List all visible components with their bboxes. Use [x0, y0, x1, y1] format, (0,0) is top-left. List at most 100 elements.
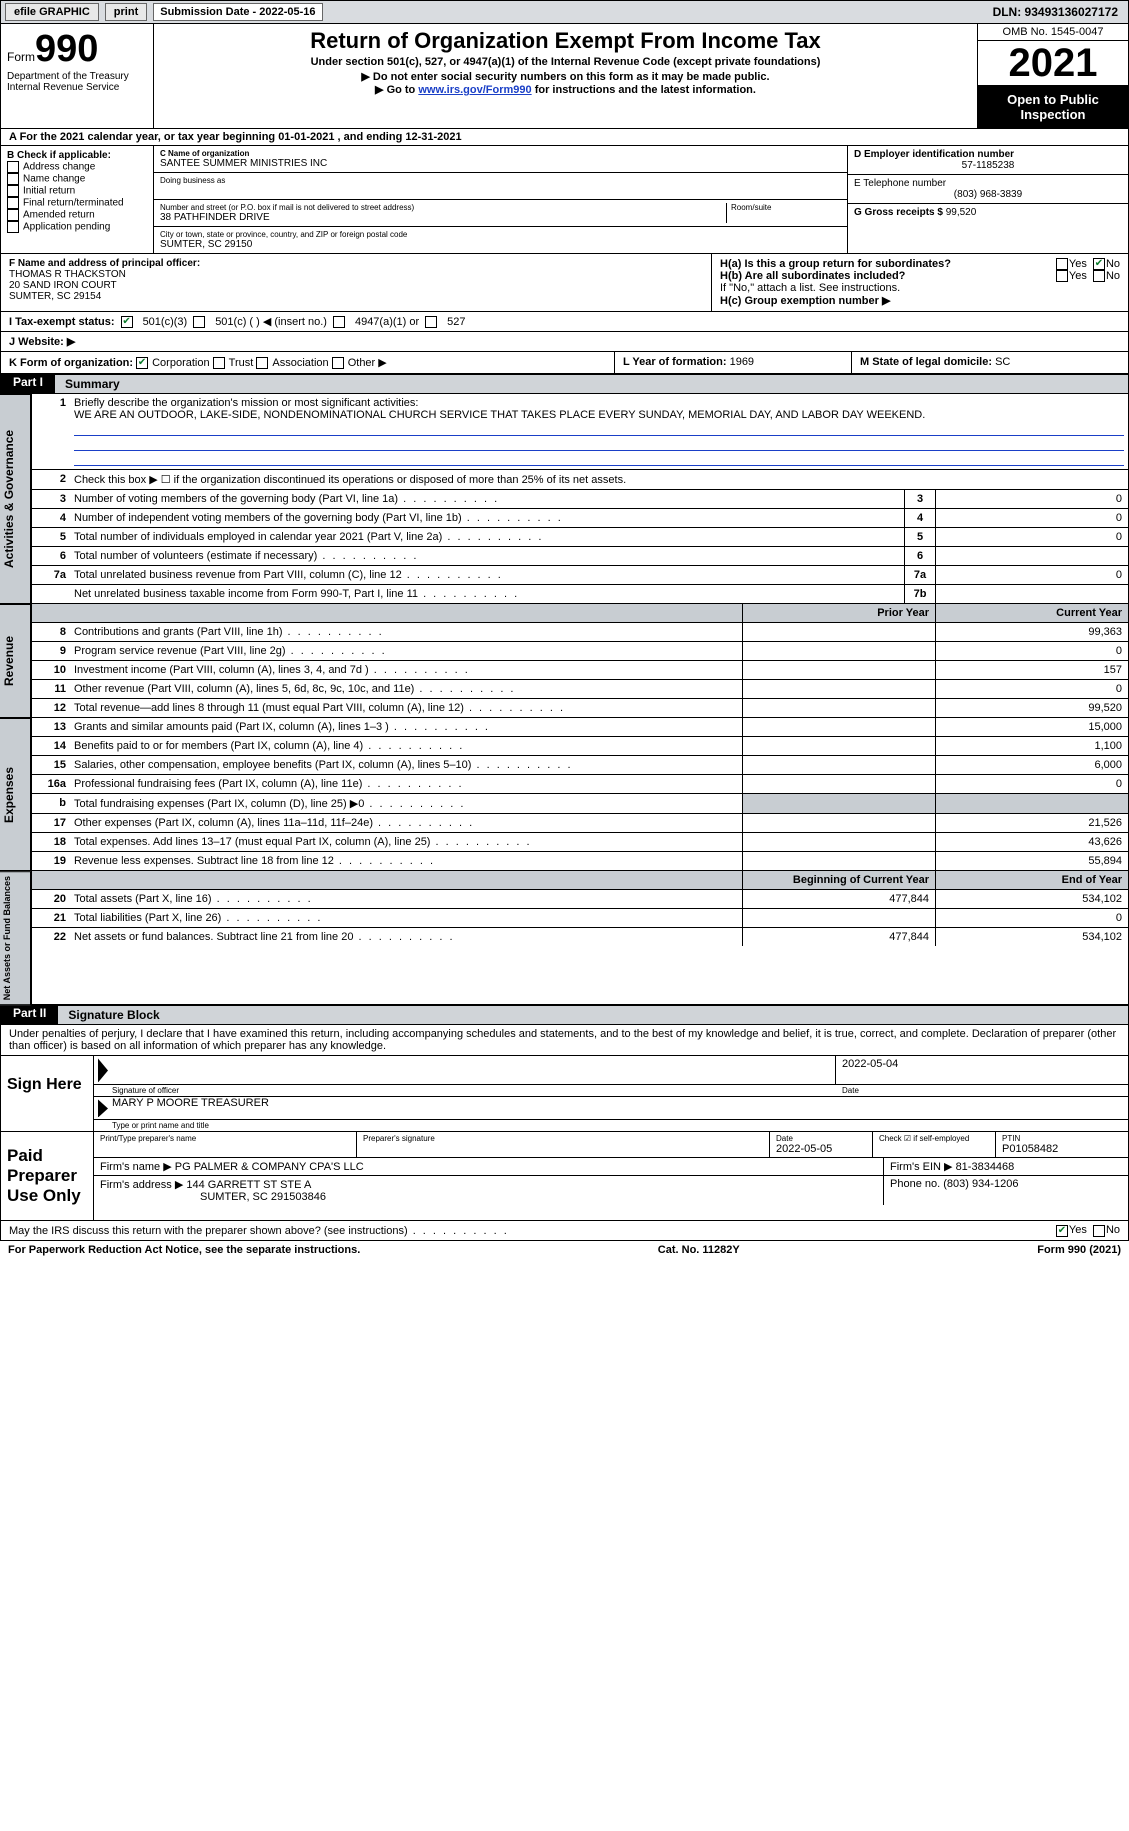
opt-other: Other ▶ — [348, 357, 387, 369]
hb-no: No — [1106, 270, 1120, 282]
cb-hb-yes[interactable] — [1056, 270, 1068, 282]
cb-corporation[interactable] — [136, 357, 148, 369]
cb-initial-return[interactable] — [7, 185, 19, 197]
section-i-label: I Tax-exempt status: — [9, 316, 115, 328]
tax-year: 2021 — [978, 41, 1128, 85]
prep-date-label: Date — [776, 1134, 866, 1143]
form-subtitle: Under section 501(c), 527, or 4947(a)(1)… — [162, 56, 969, 68]
name-arrow-icon — [98, 1099, 108, 1117]
phone-label: E Telephone number — [854, 178, 1122, 189]
form-title: Return of Organization Exempt From Incom… — [162, 28, 969, 54]
cb-app-pending[interactable] — [7, 221, 19, 233]
financial-row: 12Total revenue—add lines 8 through 11 (… — [32, 699, 1128, 717]
dln-label: DLN: 93493136027172 — [993, 5, 1124, 19]
cb-ha-no[interactable] — [1093, 258, 1105, 270]
cb-501c3[interactable] — [121, 316, 133, 328]
website-row: J Website: ▶ — [0, 332, 1129, 352]
financial-row: 19Revenue less expenses. Subtract line 1… — [32, 852, 1128, 870]
ssn-note: ▶ Do not enter social security numbers o… — [162, 70, 969, 83]
efile-button[interactable]: efile GRAPHIC — [5, 3, 99, 21]
cb-hb-no[interactable] — [1093, 270, 1105, 282]
opt-527: 527 — [447, 316, 465, 328]
netassets-block: Net Assets or Fund Balances Beginning of… — [0, 871, 1129, 1005]
form-ref: Form 990 (2021) — [1037, 1244, 1121, 1256]
hb-note: If "No," attach a list. See instructions… — [720, 282, 1120, 294]
print-button[interactable]: print — [105, 3, 147, 21]
l2-text: Check this box ▶ ☐ if the organization d… — [70, 470, 1128, 489]
cb-other[interactable] — [332, 357, 344, 369]
city-state-zip: SUMTER, SC 29150 — [160, 239, 841, 250]
ein-value: 57-1185238 — [854, 160, 1122, 171]
form-header: Form990 Department of the Treasury Inter… — [0, 24, 1129, 129]
firm-name-label: Firm's name ▶ — [100, 1161, 172, 1173]
summary-row: 3Number of voting members of the governi… — [32, 490, 1128, 509]
firm-ein-label: Firm's EIN ▶ — [890, 1161, 953, 1173]
year-formation-label: L Year of formation: — [623, 356, 727, 368]
irs-label: Internal Revenue Service — [7, 82, 147, 93]
hc-label: H(c) Group exemption number ▶ — [720, 294, 1120, 307]
ha-label: H(a) Is this a group return for subordin… — [720, 258, 1053, 270]
firm-phone: (803) 934-1206 — [943, 1178, 1018, 1190]
domicile-label: M State of legal domicile: — [860, 356, 992, 368]
cb-discuss-yes[interactable] — [1056, 1225, 1068, 1237]
officer-addr1: 20 SAND IRON COURT — [9, 280, 703, 291]
hb-yes: Yes — [1069, 270, 1087, 282]
cb-amended[interactable] — [7, 209, 19, 221]
year-formation-value: 1969 — [730, 356, 754, 368]
form-org-row: K Form of organization: Corporation Trus… — [0, 352, 1129, 374]
submission-date: Submission Date - 2022-05-16 — [153, 3, 322, 21]
opt-4947: 4947(a)(1) or — [355, 316, 419, 328]
hdr-end-year: End of Year — [935, 871, 1128, 889]
cb-name-change[interactable] — [7, 173, 19, 185]
section-k-label: K Form of organization: — [9, 357, 133, 369]
cb-ha-yes[interactable] — [1056, 258, 1068, 270]
opt-assoc: Association — [272, 357, 328, 369]
hdr-current-year: Current Year — [935, 604, 1128, 622]
part1-label: Part I — [1, 375, 55, 393]
prep-date: 2022-05-05 — [776, 1143, 866, 1155]
hdr-prior-year: Prior Year — [742, 604, 935, 622]
section-j-label: J Website: ▶ — [9, 335, 75, 348]
financial-row: 13Grants and similar amounts paid (Part … — [32, 718, 1128, 737]
page-footer: For Paperwork Reduction Act Notice, see … — [0, 1241, 1129, 1259]
financial-row: 8Contributions and grants (Part VIII, li… — [32, 623, 1128, 642]
sign-here-block: Sign Here 2022-05-04 Signature of office… — [0, 1056, 1129, 1132]
summary-row: 6Total number of volunteers (estimate if… — [32, 547, 1128, 566]
expenses-block: Expenses 13Grants and similar amounts pa… — [0, 718, 1129, 871]
dept-label: Department of the Treasury — [7, 71, 147, 82]
perjury-declaration: Under penalties of perjury, I declare th… — [0, 1025, 1129, 1056]
domicile-value: SC — [995, 356, 1010, 368]
form-word: Form — [7, 50, 35, 64]
opt-initial-return: Initial return — [23, 186, 75, 197]
street-address: 38 PATHFINDER DRIVE — [160, 212, 726, 223]
open-to-public: Open to Public Inspection — [978, 85, 1128, 128]
prep-name-label: Print/Type preparer's name — [100, 1134, 350, 1143]
sign-here-label: Sign Here — [1, 1056, 94, 1131]
cb-4947[interactable] — [333, 316, 345, 328]
firm-addr-label: Firm's address ▶ — [100, 1179, 183, 1191]
ptin-value: P01058482 — [1002, 1143, 1122, 1155]
officer-addr2: SUMTER, SC 29154 — [9, 291, 703, 302]
room-label: Room/suite — [731, 203, 841, 212]
omb-number: OMB No. 1545-0047 — [978, 24, 1128, 41]
financial-row: 18Total expenses. Add lines 13–17 (must … — [32, 833, 1128, 852]
city-label: City or town, state or province, country… — [160, 230, 841, 239]
org-name-label: C Name of organization — [160, 149, 841, 158]
opt-final-return: Final return/terminated — [23, 198, 124, 209]
cb-address-change[interactable] — [7, 161, 19, 173]
cb-discuss-no[interactable] — [1093, 1225, 1105, 1237]
cb-527[interactable] — [425, 316, 437, 328]
sig-of-officer-label: Signature of officer — [94, 1085, 836, 1096]
cb-501c[interactable] — [193, 316, 205, 328]
opt-corp: Corporation — [152, 357, 209, 369]
vtab-netassets: Net Assets or Fund Balances — [0, 871, 31, 1005]
principal-officer-label: F Name and address of principal officer: — [9, 258, 703, 269]
financial-row: 11Other revenue (Part VIII, column (A), … — [32, 680, 1128, 699]
cb-assoc[interactable] — [256, 357, 268, 369]
irs-link[interactable]: www.irs.gov/Form990 — [418, 84, 531, 96]
financial-row: 16aProfessional fundraising fees (Part I… — [32, 775, 1128, 794]
sign-date: 2022-05-04 — [836, 1056, 1128, 1084]
cb-trust[interactable] — [213, 357, 225, 369]
firm-addr2: SUMTER, SC 291503846 — [200, 1191, 326, 1203]
cb-final-return[interactable] — [7, 197, 19, 209]
